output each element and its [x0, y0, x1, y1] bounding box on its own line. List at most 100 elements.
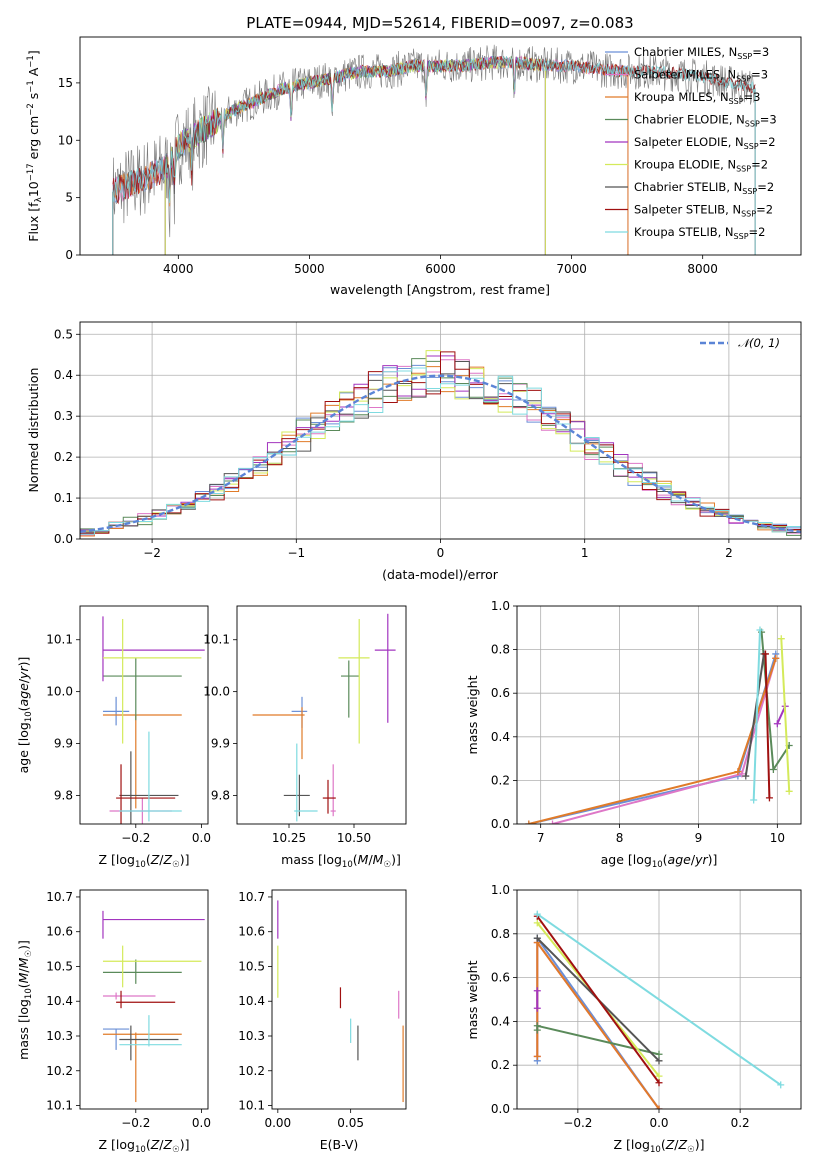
weight-marker-chabrier-elodie — [769, 766, 777, 773]
y-tick-label: 0.0 — [491, 817, 510, 831]
y-tick-label: 10.1 — [238, 1099, 265, 1113]
weight-marker-salpeter-miles — [738, 770, 746, 778]
x-tick-label: 5000 — [294, 262, 325, 276]
ebv-mass-ticks: 0.00 0.05 10.1 10.2 10.3 10.4 10.5 10.6 10.7 — [238, 890, 364, 1130]
y-tick-label: 9.8 — [211, 788, 230, 802]
weight-line-salpeter-elodie — [776, 705, 787, 725]
z-mass-ticks: −0.2 0.0 10.1 10.2 10.3 10.4 10.5 10.6 10.7 — [46, 890, 211, 1130]
weight-line-kroupa-elodie — [780, 638, 791, 792]
y-tick-label: 5 — [65, 191, 73, 205]
x-tick-label: 1 — [581, 546, 589, 560]
y-tick-label: 10 — [58, 133, 73, 147]
model-spectrum-chabrier-stelib — [112, 55, 756, 204]
weight-marker-kroupa-miles — [655, 1105, 663, 1109]
y-tick-label: 0.2 — [491, 1058, 510, 1072]
residuals-xlabel: (data-model)/error — [382, 567, 499, 582]
x-tick-label: −2 — [143, 546, 161, 560]
weight-marker-salpeter-elodie — [533, 987, 541, 995]
x-tick-label: 7 — [537, 831, 545, 845]
weight-line-salpeter-stelib — [764, 653, 771, 798]
y-tick-label: 0.4 — [491, 730, 510, 744]
mass-age-plot-area — [252, 613, 396, 822]
y-tick-label: 0.2 — [491, 773, 510, 787]
mass-age-frame — [236, 605, 407, 825]
z-age-plot-area — [102, 616, 205, 824]
x-tick-label: 0.2 — [731, 1116, 750, 1130]
y-tick-label: 10.5 — [238, 959, 265, 973]
x-tick-label: 0.05 — [337, 1116, 364, 1130]
weight-line-kroupa-stelib — [536, 913, 782, 1086]
y-tick-label: 9.9 — [54, 737, 73, 751]
x-tick-label: 10.50 — [337, 831, 371, 845]
weight-line-salpeter-miles — [552, 658, 777, 824]
z-age-ticks: −0.2 0.0 9.8 9.9 10.0 10.1 — [46, 633, 211, 845]
weight-marker-salpeter-stelib — [655, 1079, 663, 1087]
x-tick-label: 9 — [695, 831, 703, 845]
model-spectrum-kroupa-stelib — [112, 55, 756, 204]
weight-line-chabrier-stelib — [744, 653, 765, 777]
spectrum-legend: Chabrier MILES, NSSP=3 Salpeter MILES, NS… — [605, 45, 777, 241]
legend-label-chabrier-miles: Chabrier MILES, NSSP=3 — [634, 45, 769, 61]
weight-marker-kroupa-miles — [525, 820, 533, 824]
spectrum-plot-area — [112, 44, 756, 255]
weight-marker-kroupa-elodie — [785, 787, 793, 795]
age-weight-panel: 7 8 9 10 0.0 0.2 0.4 0.6 0.8 1.0 age [log10(age/y… — [465, 599, 802, 870]
weight-line-chabrier-elodie — [536, 1024, 660, 1056]
weight-line-kroupa-miles — [536, 941, 660, 1109]
legend-label-salpeter-stelib: Salpeter STELIB, NSSP=2 — [634, 203, 773, 219]
ebv-mass-plot-area — [277, 900, 404, 1103]
y-tick-label: 10.5 — [46, 959, 73, 973]
y-tick-label: 0.5 — [54, 327, 73, 341]
legend-label-chabrier-elodie: Chabrier ELODIE, NSSP=3 — [634, 113, 777, 129]
weight-marker-chabrier-elodie — [533, 1022, 541, 1030]
x-tick-label: −0.2 — [121, 1116, 150, 1130]
y-tick-label: 10.7 — [238, 890, 265, 904]
y-tick-label: 10.1 — [203, 633, 230, 647]
residual-histogram-kroupa-stelib — [80, 367, 801, 539]
ebv-mass-xlabel: E(B-V) — [320, 1137, 359, 1152]
x-tick-label: 0 — [437, 546, 445, 560]
y-tick-label: 0.4 — [54, 368, 73, 382]
ebv-mass-frame — [271, 889, 407, 1110]
x-tick-label: 2 — [725, 546, 733, 560]
y-tick-label: 0.8 — [491, 927, 510, 941]
residuals-plot-area — [80, 322, 801, 539]
z-weight-panel: −0.2 0.0 0.2 0.0 0.2 0.4 0.6 0.8 1.0 Z [log10(Z/… — [465, 883, 802, 1155]
residuals-legend: 𝒩(0, 1) — [700, 336, 780, 350]
z-mass-plot-area — [102, 910, 205, 1103]
x-tick-label: 10 — [770, 831, 785, 845]
weight-marker-salpeter-elodie — [773, 720, 781, 728]
weight-marker-kroupa-elodie — [777, 635, 785, 643]
weight-line-kroupa-stelib — [752, 629, 761, 801]
y-tick-label: 10.1 — [46, 633, 73, 647]
normal-curve-legend-label: 𝒩(0, 1) — [738, 336, 780, 350]
legend-label-kroupa-stelib: Kroupa STELIB, NSSP=2 — [634, 225, 765, 241]
z-age-panel: −0.2 0.0 9.8 9.9 10.0 10.1 Z [log10(Z/Z☉)] ag… — [16, 605, 211, 870]
y-tick-label: 15 — [58, 76, 73, 90]
z-mass-frame — [79, 889, 209, 1110]
x-tick-label: 0.0 — [192, 1116, 211, 1130]
weight-marker-kroupa-miles — [772, 654, 780, 662]
weight-marker-chabrier-stelib — [742, 772, 750, 780]
y-tick-label: 0.4 — [491, 1014, 510, 1028]
weight-marker-salpeter-stelib — [765, 794, 773, 802]
z-age-ylabel: age [log10(age/yr)] — [16, 657, 34, 774]
y-tick-label: 9.9 — [211, 737, 230, 751]
z-age-xlabel: Z [log10(Z/Z☉)] — [99, 852, 190, 870]
weight-line-salpeter-stelib — [536, 915, 660, 1084]
y-tick-label: 0.0 — [54, 532, 73, 546]
normal-curve-line — [80, 374, 801, 533]
y-tick-label: 10.4 — [238, 994, 265, 1008]
x-tick-label: −0.2 — [563, 1116, 592, 1130]
x-tick-label: 8 — [616, 831, 624, 845]
weight-marker-chabrier-stelib — [655, 1057, 663, 1065]
y-tick-label: 9.8 — [54, 788, 73, 802]
y-tick-label: 10.1 — [46, 1099, 73, 1113]
weight-marker-kroupa-miles — [734, 768, 742, 776]
z-mass-panel: −0.2 0.0 10.1 10.2 10.3 10.4 10.5 10.6 10.7 Z [l… — [16, 889, 211, 1155]
x-tick-label: 7000 — [556, 262, 587, 276]
spectrum-xlabel: wavelength [Angstrom, rest frame] — [330, 282, 550, 297]
weight-marker-kroupa-stelib — [756, 626, 764, 634]
mass-age-panel: 10.25 10.50 9.8 9.9 10.0 10.1 mass [log10(M/M… — [203, 605, 407, 870]
